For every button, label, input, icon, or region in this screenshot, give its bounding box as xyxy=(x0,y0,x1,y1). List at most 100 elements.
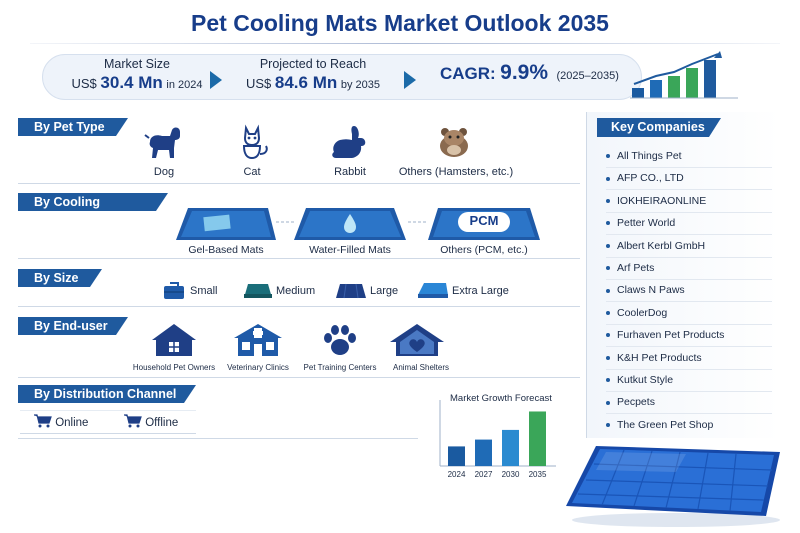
divider xyxy=(606,391,772,392)
divider xyxy=(606,279,772,280)
market-size-value: 30.4 Mn xyxy=(100,73,163,92)
size-extra-large: Extra Large xyxy=(452,285,509,297)
divider xyxy=(606,323,772,325)
section-heading-size: By Size xyxy=(18,269,102,287)
key-company-item: Arf Pets xyxy=(606,262,654,274)
cooling-water-filled: Water-Filled Mats xyxy=(309,244,391,256)
market-size-value-line: US$ 30.4 Mn in 2024 xyxy=(62,73,212,93)
paw-icon xyxy=(324,325,356,355)
divider xyxy=(606,211,772,213)
cagr-label: CAGR: xyxy=(440,64,496,83)
key-company-item: Claws N Paws xyxy=(606,284,685,296)
key-company-item: Petter World xyxy=(606,217,675,229)
market-size-label: Market Size xyxy=(104,57,170,71)
clinic-icon xyxy=(234,324,282,356)
pcm-mat-icon xyxy=(428,208,540,240)
arrow-right-icon xyxy=(404,71,416,89)
small-size-icon xyxy=(164,282,184,299)
divider xyxy=(606,301,772,303)
divider xyxy=(606,346,772,348)
projected-label: Projected to Reach xyxy=(259,57,367,71)
extra-large-size-icon xyxy=(418,283,448,298)
medium-size-icon xyxy=(244,284,272,298)
distribution-online-label: Online xyxy=(55,417,89,429)
cagr-value: 9.9% xyxy=(500,61,549,84)
key-company-item: Pecpets xyxy=(606,396,655,408)
end-user-animal-shelters: Animal Shelters xyxy=(392,363,450,372)
distribution-online: Online xyxy=(20,410,110,434)
chart-bar xyxy=(448,446,465,466)
projected-value-line: US$ 84.6 Mn by 2035 xyxy=(234,73,392,93)
divider xyxy=(18,306,580,307)
divider xyxy=(606,368,772,370)
hamster-icon xyxy=(440,128,468,157)
distribution-offline: Offline xyxy=(110,410,196,434)
divider xyxy=(606,256,772,258)
key-company-item: K&H Pet Products xyxy=(606,352,702,364)
cat-icon xyxy=(242,124,268,160)
chart-bar xyxy=(475,439,492,466)
cart-icon xyxy=(34,414,52,428)
key-companies-heading: Key Companies xyxy=(597,118,721,137)
pet-type-dog: Dog xyxy=(153,166,175,178)
section-heading-distribution: By Distribution Channel xyxy=(18,385,196,403)
title-divider xyxy=(30,43,780,44)
cooling-gel-based: Gel-Based Mats xyxy=(188,244,264,256)
projected-value: 84.6 Mn xyxy=(274,73,338,92)
connector-dash xyxy=(276,221,294,223)
section-heading-pet-type: By Pet Type xyxy=(18,118,128,136)
chart-bar xyxy=(529,411,546,466)
pet-type-rabbit: Rabbit xyxy=(334,166,366,178)
projected-year: by 2035 xyxy=(340,79,381,91)
divider xyxy=(606,413,772,415)
divider xyxy=(18,258,580,259)
key-company-item: AFP CO., LTD xyxy=(606,172,684,184)
end-user-vet-clinics: Veterinary Clinics xyxy=(227,363,289,372)
large-size-icon xyxy=(336,283,366,299)
house-icon xyxy=(152,324,196,356)
arrow-right-icon xyxy=(210,71,222,89)
pcm-badge: PCM xyxy=(469,213,499,228)
cagr-stat: CAGR: 9.9% (2025–2035) xyxy=(440,61,619,85)
chart-x-tick-label: 2030 xyxy=(501,470,520,479)
summary-band xyxy=(42,54,642,100)
end-user-household: Household Pet Owners xyxy=(132,363,216,372)
cagr-years: (2025–2035) xyxy=(556,70,619,82)
size-large: Large xyxy=(370,285,399,297)
divider xyxy=(18,183,580,184)
dog-icon xyxy=(144,127,180,158)
projected-stat: Projected to Reach US$ 84.6 Mn by 2035 xyxy=(234,57,392,93)
cooling-others: Others (PCM, etc.) xyxy=(440,244,528,256)
key-company-item: Kutkut Style xyxy=(606,374,673,386)
section-heading-end-user: By End-user xyxy=(18,317,128,335)
key-company-item: All Things Pet xyxy=(606,150,682,162)
key-company-item: IOKHEIRAONLINE xyxy=(606,195,706,207)
size-medium: Medium xyxy=(276,285,316,297)
growth-trend-icon xyxy=(630,51,738,99)
cooling-mat-illustration xyxy=(566,446,780,527)
pet-type-others: Others (Hamsters, etc.) xyxy=(398,166,514,178)
page-title: Pet Cooling Mats Market Outlook 2035 xyxy=(191,10,609,36)
cart-icon xyxy=(124,414,142,428)
chart-x-tick-label: 2024 xyxy=(447,470,466,479)
shelter-icon xyxy=(390,324,444,356)
chart-x-tick-label: 2035 xyxy=(528,470,547,479)
market-growth-chart xyxy=(439,400,556,467)
chart-title: Market Growth Forecast xyxy=(450,393,552,404)
distribution-offline-label: Offline xyxy=(145,417,179,429)
chart-bar xyxy=(502,429,519,466)
market-size-stat: Market Size US$ 30.4 Mn in 2024 xyxy=(62,57,212,93)
section-heading-cooling-technology: By Cooling Technology xyxy=(18,193,168,211)
key-company-item: Albert Kerbl GmbH xyxy=(606,240,705,252)
key-company-item: CoolerDog xyxy=(606,307,667,319)
key-company-item: Furhaven Pet Products xyxy=(606,329,724,341)
divider xyxy=(606,167,772,168)
divider xyxy=(606,234,772,236)
projected-prefix: US$ xyxy=(245,76,272,91)
key-company-item: The Green Pet Shop xyxy=(606,419,713,431)
divider xyxy=(606,189,772,191)
connector-dash xyxy=(408,221,426,223)
divider xyxy=(18,438,418,439)
water-mat-icon xyxy=(294,208,406,240)
size-small: Small xyxy=(190,285,218,297)
